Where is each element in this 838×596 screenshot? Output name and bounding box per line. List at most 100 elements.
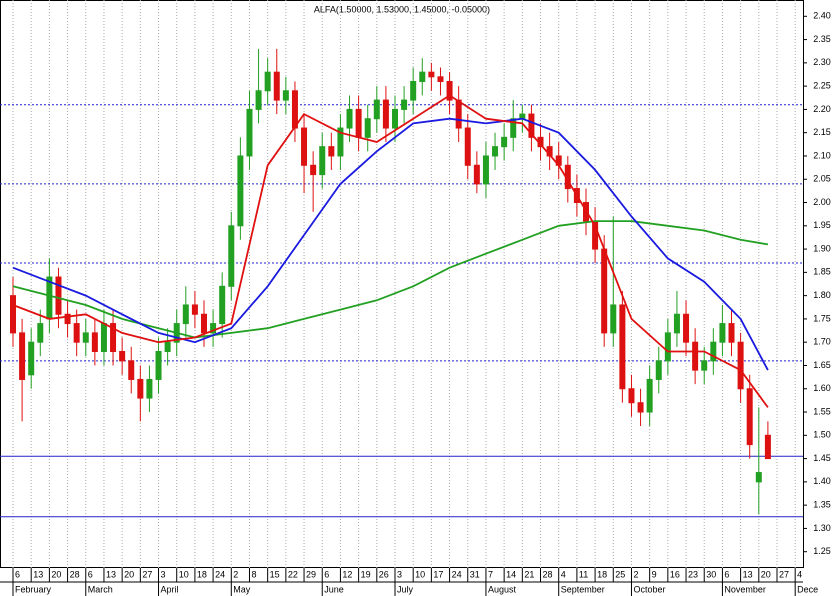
- candle-body: [437, 76, 444, 82]
- candle-body: [683, 313, 690, 343]
- candle-body: [128, 360, 135, 380]
- x-tick-label: 28: [543, 569, 553, 579]
- y-tick-label: 1.65: [813, 360, 831, 370]
- y-tick-label: 1.35: [813, 500, 831, 510]
- x-tick-label: 20: [51, 569, 61, 579]
- candle-body: [482, 155, 489, 185]
- candle-body: [64, 313, 71, 325]
- candle-body: [473, 164, 480, 185]
- month-label: June: [324, 584, 344, 594]
- candle-body: [410, 80, 417, 101]
- x-tick-label: 4: [561, 569, 566, 579]
- candle-body: [337, 127, 344, 157]
- y-tick-label: 1.80: [813, 290, 831, 300]
- y-tick-label: 1.40: [813, 476, 831, 486]
- candle-body: [82, 332, 89, 343]
- candle-body: [237, 155, 244, 227]
- month-label: October: [633, 584, 665, 594]
- candle-body: [155, 351, 162, 380]
- x-tick-label: 30: [706, 569, 716, 579]
- x-tick-label: 7: [488, 569, 493, 579]
- y-tick-label: 1.75: [813, 313, 831, 323]
- candle-body: [510, 118, 517, 138]
- candle-body: [701, 360, 708, 371]
- x-tick-label: 13: [106, 569, 116, 579]
- candle-body: [492, 146, 499, 157]
- candle-body: [246, 108, 253, 157]
- candle-body: [210, 323, 217, 334]
- candle-body: [255, 90, 262, 110]
- candle-body: [755, 472, 762, 483]
- candle-body: [137, 378, 144, 399]
- x-tick-label: 6: [724, 569, 729, 579]
- x-tick-label: 27: [779, 569, 789, 579]
- x-tick-label: 29: [306, 569, 316, 579]
- candle-body: [264, 71, 271, 92]
- candle-body: [319, 146, 326, 176]
- candle-body: [664, 332, 671, 362]
- x-tick-label: 18: [197, 569, 207, 579]
- candle-body: [346, 108, 353, 129]
- candle-body: [428, 71, 435, 78]
- x-tick-label: 22: [288, 569, 298, 579]
- candle-body: [28, 341, 35, 376]
- y-tick-label: 2.05: [813, 174, 831, 184]
- x-tick-label: 6: [15, 569, 20, 579]
- x-tick-label: 31: [470, 569, 480, 579]
- x-tick-label: 25: [615, 569, 625, 579]
- candle-body: [692, 341, 699, 371]
- candle-body: [673, 313, 680, 334]
- candle-body: [55, 276, 62, 315]
- chart-title: ALFA(1.50000, 1.53000, 1.45000, -0.05000…: [314, 4, 490, 14]
- x-tick-label: 20: [761, 569, 771, 579]
- x-tick-label: 13: [743, 569, 753, 579]
- x-tick-label: 16: [670, 569, 680, 579]
- candle-body: [719, 323, 726, 343]
- candle-body: [355, 108, 362, 138]
- x-tick-label: 21: [524, 569, 534, 579]
- month-label: Dece: [797, 584, 818, 594]
- y-tick-label: 2.15: [813, 127, 831, 137]
- x-tick-label: 10: [415, 569, 425, 579]
- x-tick-label: 3: [161, 569, 166, 579]
- month-label: March: [88, 584, 113, 594]
- x-tick-label: 17: [433, 569, 443, 579]
- candle-body: [100, 323, 107, 353]
- x-tick-label: 23: [688, 569, 698, 579]
- candle-body: [610, 304, 617, 334]
- x-tick-label: 4: [797, 569, 802, 579]
- candle-body: [119, 351, 126, 362]
- x-tick-label: 19: [361, 569, 371, 579]
- candle-body: [646, 378, 653, 413]
- y-tick-label: 1.30: [813, 523, 831, 533]
- y-tick-label: 2.30: [813, 57, 831, 67]
- x-tick-label: 20: [124, 569, 134, 579]
- x-tick-label: 28: [70, 569, 80, 579]
- x-tick-label: 11: [579, 569, 588, 579]
- x-tick-label: 6: [88, 569, 93, 579]
- y-tick-label: 2.35: [813, 34, 831, 44]
- candle-body: [164, 341, 171, 353]
- y-tick-label: 1.95: [813, 220, 831, 230]
- candle-body: [446, 80, 453, 101]
- x-tick-label: 15: [270, 569, 280, 579]
- x-tick-label: 2: [233, 569, 238, 579]
- candle-body: [91, 332, 98, 353]
- candle-body: [637, 402, 644, 413]
- y-tick-label: 1.25: [813, 546, 831, 556]
- x-tick-label: 13: [33, 569, 43, 579]
- candle-body: [19, 332, 26, 380]
- x-tick-label: 8: [251, 569, 256, 579]
- y-tick-label: 2.20: [813, 104, 831, 114]
- candle-body: [282, 90, 289, 101]
- candle-body: [219, 285, 226, 325]
- x-tick-label: 24: [215, 569, 225, 579]
- candle-body: [728, 323, 735, 343]
- candle-body: [655, 360, 662, 380]
- candle-body: [228, 225, 235, 287]
- candle-body: [364, 118, 371, 138]
- x-tick-label: 24: [452, 569, 462, 579]
- x-tick-label: 2: [633, 569, 638, 579]
- candle-body: [373, 99, 380, 120]
